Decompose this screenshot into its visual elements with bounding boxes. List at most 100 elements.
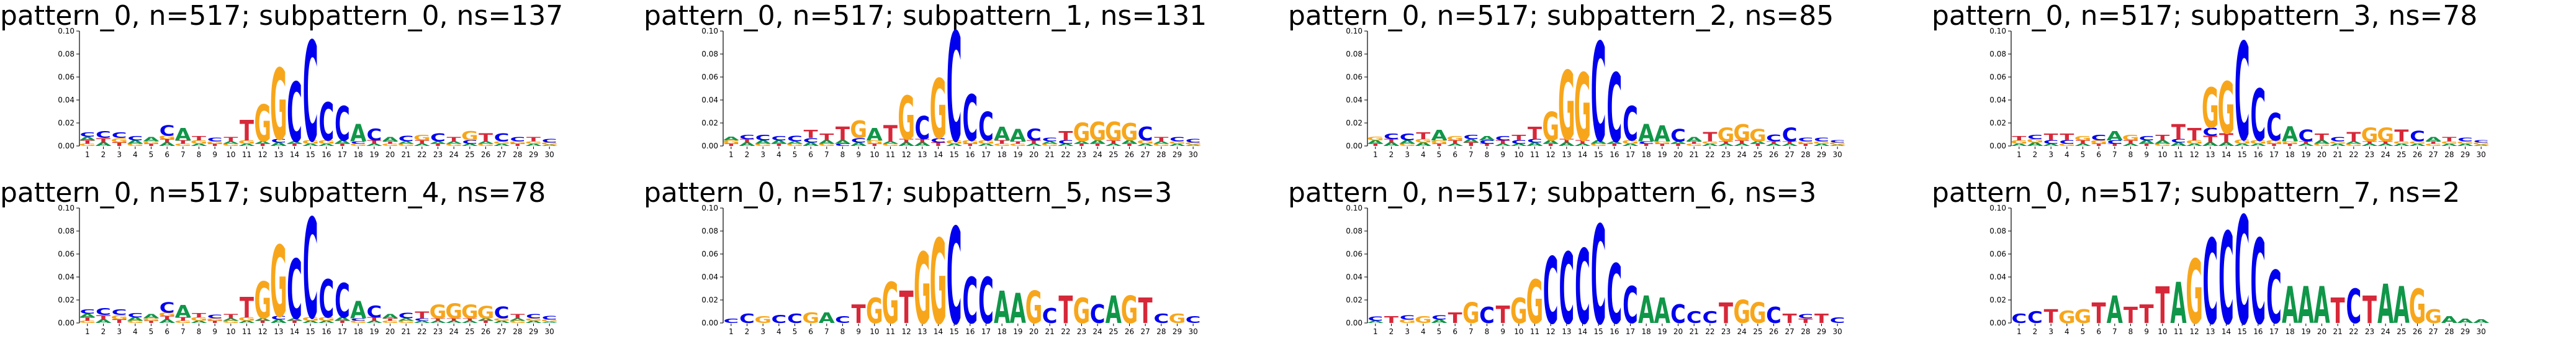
logo-letter-A: A bbox=[819, 310, 835, 327]
x-tick-label: 3 bbox=[2048, 327, 2053, 336]
logo-letter-A: A bbox=[2441, 315, 2458, 325]
x-tick-label: 18 bbox=[2286, 150, 2295, 159]
x-tick-label: 16 bbox=[322, 327, 331, 336]
logo-letter-C: C bbox=[2457, 137, 2473, 142]
x-tick-label: 27 bbox=[1141, 327, 1150, 336]
logo-letter-G: G bbox=[1121, 119, 1138, 146]
logo-letter-G: G bbox=[158, 312, 176, 317]
x-tick-label: 2 bbox=[1389, 327, 1394, 336]
logo-panel-subpattern-4: pattern_0, n=517; subpattern_4, ns=78 0.… bbox=[0, 177, 644, 354]
logo-letter-C: C bbox=[287, 243, 302, 338]
logo-letter-T: T bbox=[1496, 139, 1510, 145]
x-tick-label: 21 bbox=[1045, 150, 1055, 159]
y-tick-label: 0.06 bbox=[1346, 73, 1362, 81]
x-tick-label: 14 bbox=[1578, 327, 1587, 336]
logo-letter-A: A bbox=[510, 318, 526, 322]
y-tick-label: 0.02 bbox=[701, 296, 718, 304]
x-tick-label: 24 bbox=[449, 327, 459, 336]
logo-letter-A: A bbox=[286, 318, 303, 322]
y-tick-label: 0.00 bbox=[1346, 319, 1362, 327]
logo-letter-T: T bbox=[1448, 139, 1462, 145]
logo-panel-subpattern-7: pattern_0, n=517; subpattern_7, ns=2 0.0… bbox=[1932, 177, 2575, 354]
x-tick-label: 13 bbox=[917, 150, 927, 159]
logo-letter-T: T bbox=[1027, 139, 1041, 145]
x-tick-label: 29 bbox=[1817, 327, 1826, 336]
logo-letter-A: A bbox=[2425, 135, 2442, 143]
x-tick-label: 24 bbox=[1737, 150, 1747, 159]
logo-letter-A: A bbox=[994, 122, 1010, 145]
logo-letter-T: T bbox=[1384, 315, 1398, 325]
logo-letter-G: G bbox=[2011, 139, 2028, 145]
logo-letter-G: G bbox=[2027, 138, 2044, 143]
logo-letter-T: T bbox=[160, 315, 174, 320]
logo-letter-A: A bbox=[2361, 143, 2378, 147]
logo-letter-A: A bbox=[525, 143, 542, 147]
logo-letter-A: A bbox=[1463, 138, 1479, 143]
logo-letter-T: T bbox=[2012, 134, 2026, 142]
x-tick-label: 29 bbox=[1173, 150, 1182, 159]
logo-panel-subpattern-2: pattern_0, n=517; subpattern_2, ns=85 0.… bbox=[1288, 0, 1932, 177]
x-tick-label: 5 bbox=[149, 150, 154, 159]
logo-letter-T: T bbox=[144, 143, 159, 147]
x-tick-label: 10 bbox=[226, 150, 235, 159]
logo-letter-A: A bbox=[2394, 143, 2410, 147]
logo-letter-A: A bbox=[1638, 120, 1654, 147]
logo-letter-T: T bbox=[1511, 133, 1526, 142]
logo-letter-A: A bbox=[2107, 288, 2123, 332]
logo-letter-G: G bbox=[461, 129, 479, 143]
x-tick-label: 10 bbox=[2158, 327, 2167, 336]
x-tick-label: 2 bbox=[101, 327, 106, 336]
logo-letter-G: G bbox=[723, 139, 740, 145]
logo-letter-C: C bbox=[1670, 299, 1686, 329]
logo-letter-C: C bbox=[962, 82, 978, 155]
logo-letter-G: G bbox=[914, 233, 931, 347]
x-tick-label: 28 bbox=[513, 150, 522, 159]
y-tick-label: 0.00 bbox=[1989, 142, 2006, 150]
logo-letter-G: G bbox=[110, 314, 128, 321]
logo-letter-T: T bbox=[2346, 130, 2361, 145]
logo-letter-C: C bbox=[414, 318, 430, 322]
x-tick-label: 12 bbox=[258, 327, 268, 336]
x-tick-label: 12 bbox=[2190, 327, 2199, 336]
logo-letter-T: T bbox=[2123, 139, 2138, 145]
x-tick-label: 24 bbox=[1093, 150, 1102, 159]
x-tick-label: 20 bbox=[2317, 327, 2326, 336]
x-tick-label: 5 bbox=[1437, 327, 1442, 336]
x-tick-label: 24 bbox=[2381, 327, 2390, 336]
logo-letter-C: C bbox=[542, 315, 557, 320]
panel-title: pattern_0, n=517; subpattern_1, ns=131 bbox=[644, 0, 1207, 32]
logo-letter-A: A bbox=[1829, 145, 1846, 147]
logo-letter-A: A bbox=[1495, 143, 1511, 147]
logo-letter-T: T bbox=[2123, 303, 2138, 329]
x-tick-label: 13 bbox=[274, 150, 283, 159]
logo-letter-A: A bbox=[1813, 143, 1830, 147]
x-tick-label: 5 bbox=[2081, 327, 2086, 336]
x-tick-label: 17 bbox=[338, 327, 347, 336]
logo-letter-T: T bbox=[2140, 299, 2155, 329]
logo-letter-C: C bbox=[2202, 126, 2218, 138]
logo-letter-A: A bbox=[2074, 143, 2091, 147]
x-tick-label: 18 bbox=[2286, 327, 2295, 336]
logo-letter-G: G bbox=[1105, 117, 1122, 147]
logo-letter-A: A bbox=[1121, 139, 1137, 145]
sequence-logo-chart: 0.000.020.040.060.080.101 2 3 4 5 6 7 8 9 10 11 12 1… bbox=[1989, 186, 2489, 354]
logo-letter-A: A bbox=[446, 320, 462, 324]
logo-letter-T: T bbox=[1122, 143, 1137, 147]
logo-letter-C: C bbox=[112, 308, 127, 317]
logo-letter-G: G bbox=[802, 310, 819, 327]
x-tick-label: 29 bbox=[1817, 150, 1826, 159]
x-tick-label: 21 bbox=[402, 327, 411, 336]
logo-letter-C: C bbox=[1479, 303, 1495, 329]
y-tick-label: 0.08 bbox=[1346, 227, 1362, 235]
panel-title: pattern_0, n=517; subpattern_7, ns=2 bbox=[1932, 177, 2461, 209]
x-tick-label: 8 bbox=[2128, 150, 2133, 159]
logo-letter-C: C bbox=[1670, 125, 1686, 145]
logo-letter-C: C bbox=[399, 311, 414, 320]
x-tick-label: 7 bbox=[2112, 327, 2117, 336]
y-tick-label: 0.02 bbox=[1346, 119, 1362, 127]
y-tick-label: 0.08 bbox=[1989, 50, 2006, 58]
logo-letter-A: A bbox=[477, 318, 494, 322]
x-tick-label: 26 bbox=[2413, 327, 2422, 336]
logo-letter-C: C bbox=[207, 314, 223, 319]
logo-letter-G: G bbox=[882, 143, 899, 147]
